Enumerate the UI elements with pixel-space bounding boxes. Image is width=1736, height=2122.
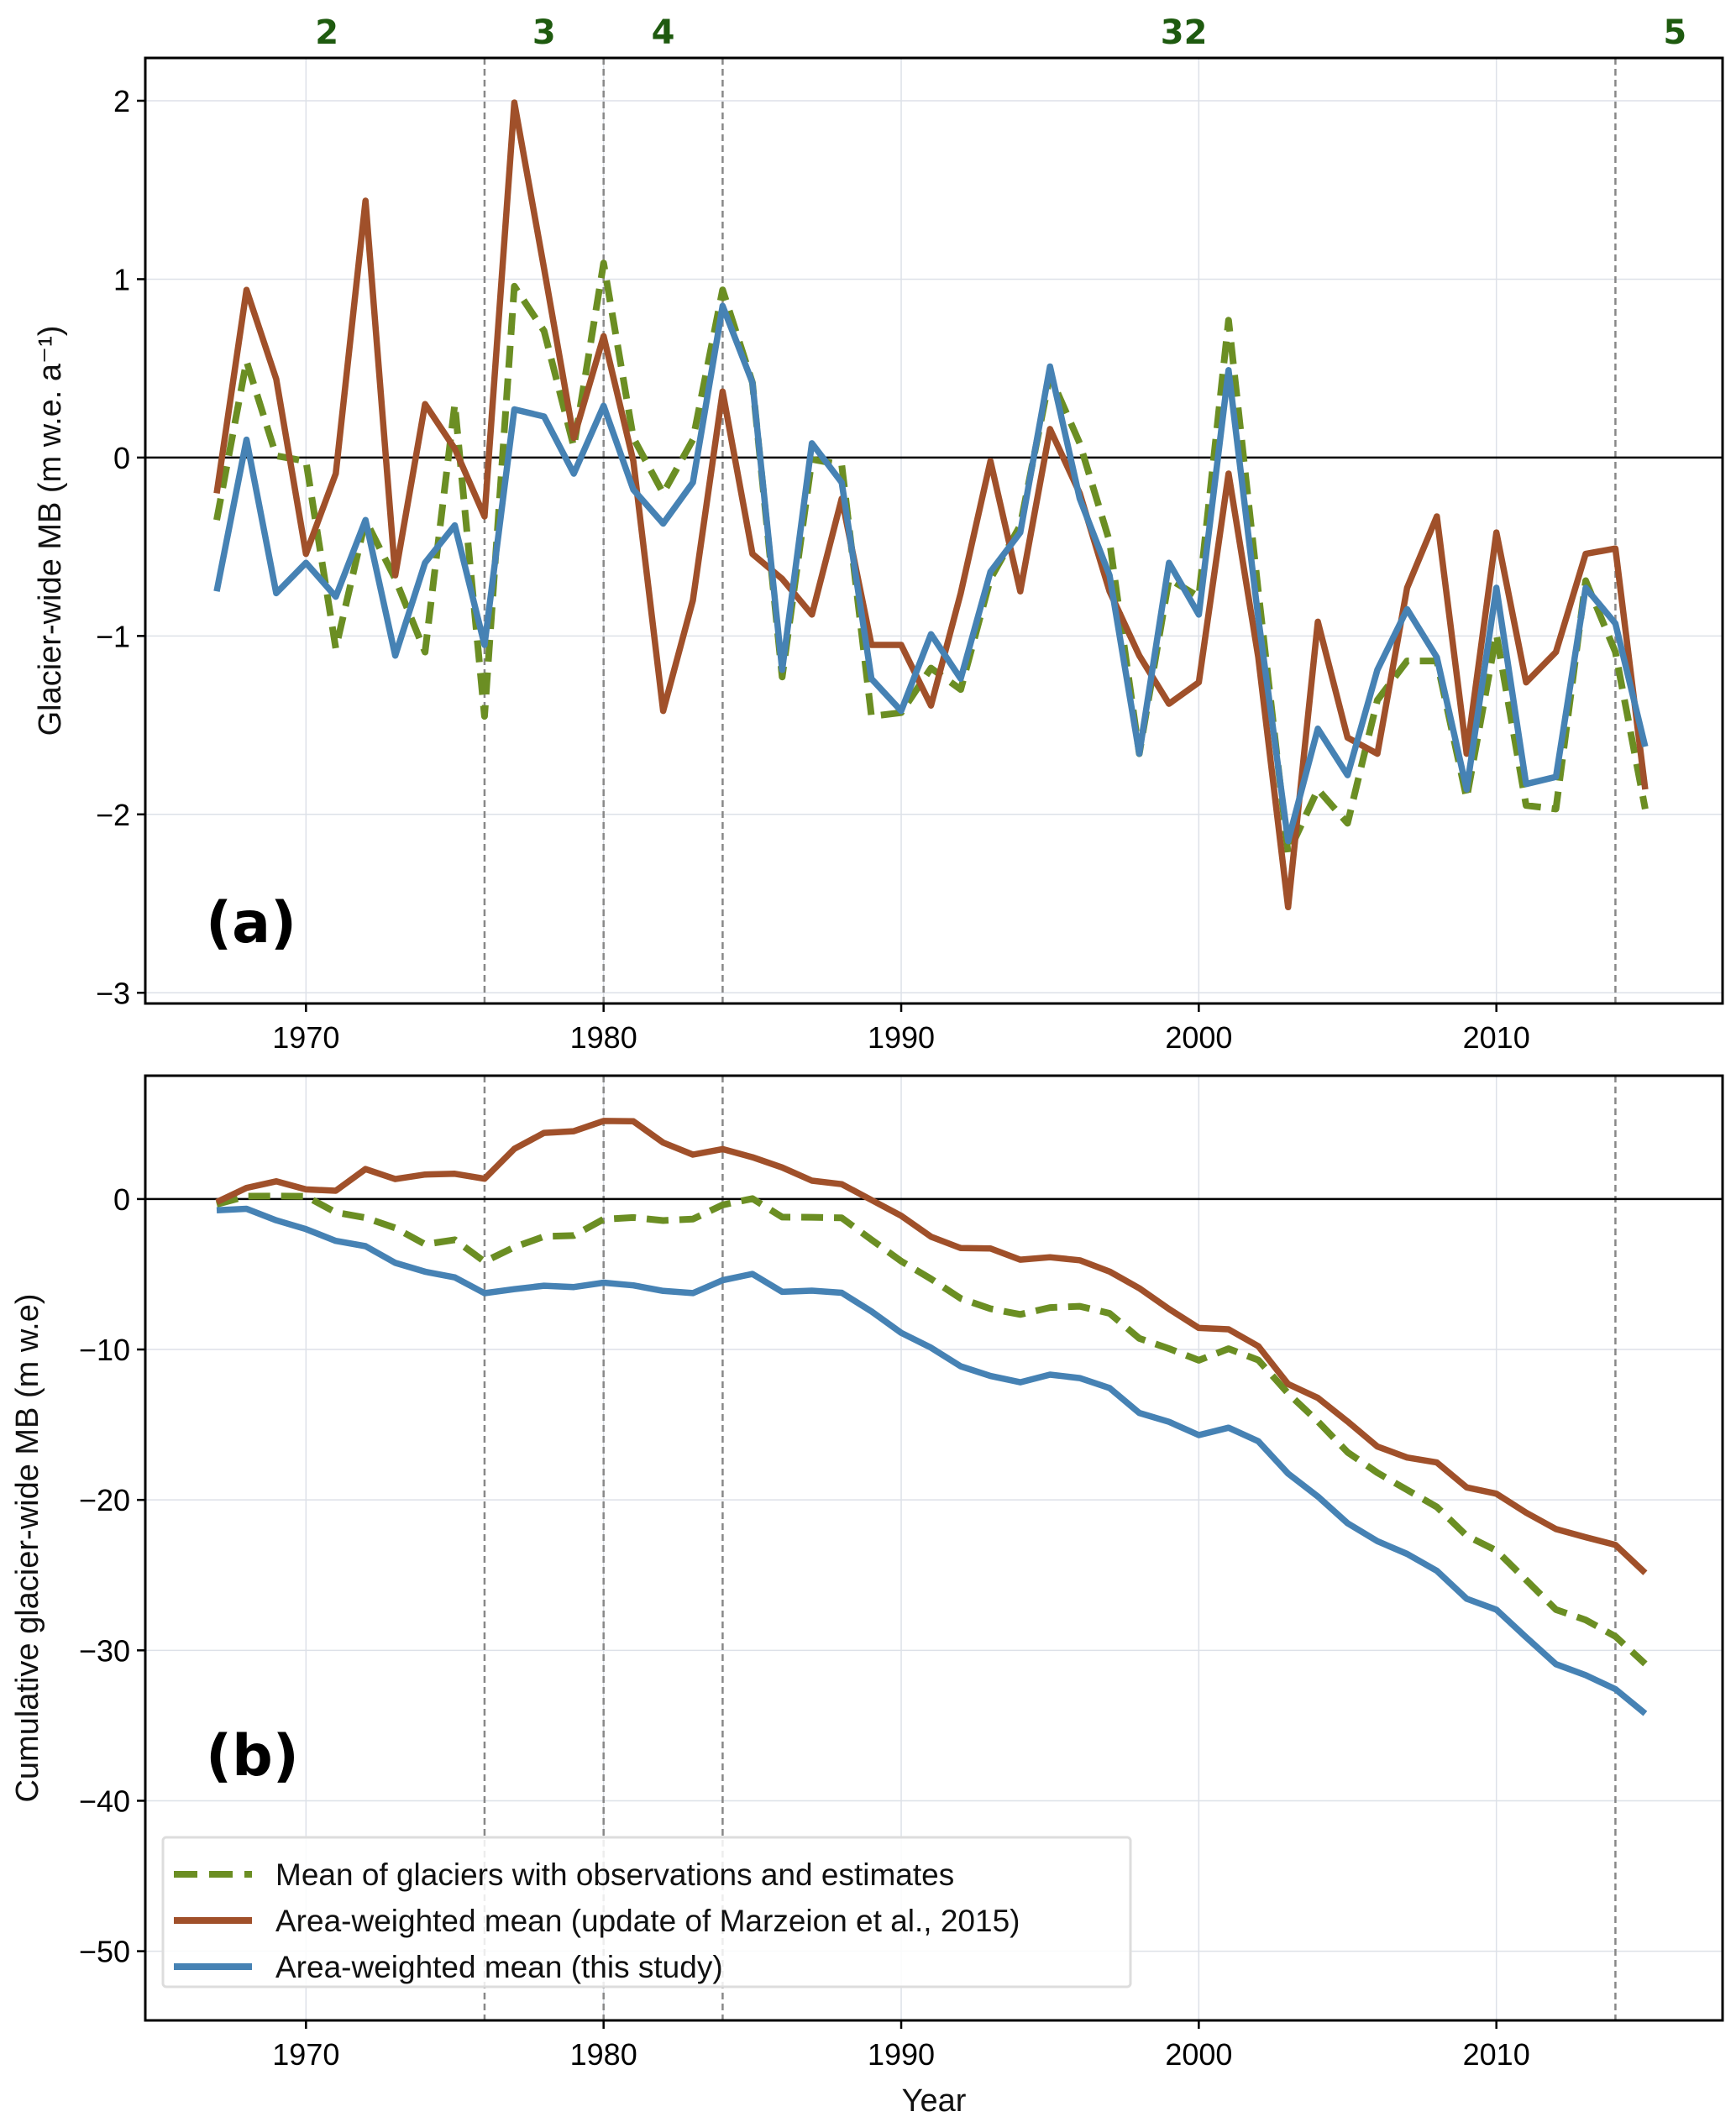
y-tick-label: −1 [96,619,130,653]
y-tick-label: −3 [96,976,130,1010]
series-line-this-study [213,302,1649,845]
y-tick-label: 0 [113,441,130,475]
legend: Mean of glaciers with observations and e… [161,1836,1132,1988]
period-glacier-count: 32 [1161,13,1208,52]
legend-entry: Area-weighted mean (this study) [275,1950,723,1984]
x-tick-label: 1990 [868,1020,935,1055]
y-tick-label: 0 [113,1182,130,1217]
x-tick-label: 1990 [868,2037,935,2072]
period-glacier-count: 3 [532,13,556,52]
y-tick-label: −30 [79,1633,130,1668]
y-tick-label: 1 [113,262,130,296]
series-line-observed-mean [215,1192,1648,1667]
y-tick-label: 2 [113,84,130,118]
legend-box [161,1836,1132,1988]
axes-frame [144,1074,1724,2022]
legend-entry: Area-weighted mean (update of Marzeion e… [275,1904,1020,1938]
legend-entry: Mean of glaciers with observations and e… [275,1857,954,1892]
y-axis-label: Glacier-wide MB (m w.e. a⁻¹) [33,326,68,736]
x-tick-label: 2010 [1463,2037,1530,2072]
axes-frame [144,56,1724,1005]
x-tick-label: 1980 [570,1020,637,1055]
x-tick-label: 1970 [272,1020,339,1055]
y-axis-label: Cumulative glacier-wide MB (m w.e) [10,1293,45,1802]
x-tick-label: 2010 [1463,1020,1530,1055]
period-glacier-count: 5 [1663,13,1686,52]
period-glacier-count: 2 [315,13,338,52]
panel-a: 1970 1980 1990 2000 2010 2 1 0 −1 −2 −3 Glacier-wid… [33,13,1724,1055]
x-tick-label: 1980 [570,2037,637,2072]
y-tick-label: −2 [96,798,130,832]
y-tick-label: −50 [79,1935,130,1969]
panel-label: (b) [206,1723,299,1789]
x-tick-label: 2000 [1165,2037,1232,2072]
panel-b: 1970 1980 1990 2000 2010 0 −10 −20 −30 −40 −50 Cumu… [10,1074,1724,2119]
period-glacier-count: 4 [652,13,675,52]
panel-label: (a) [206,890,296,956]
x-tick-label: 1970 [272,2037,339,2072]
y-tick-label: −40 [79,1784,130,1818]
y-tick-label: −10 [79,1333,130,1367]
y-tick-label: −20 [79,1483,130,1517]
series-line-marzeion [213,99,1649,911]
x-tick-label: 2000 [1165,1020,1232,1055]
x-axis-label: Year [902,2083,967,2119]
